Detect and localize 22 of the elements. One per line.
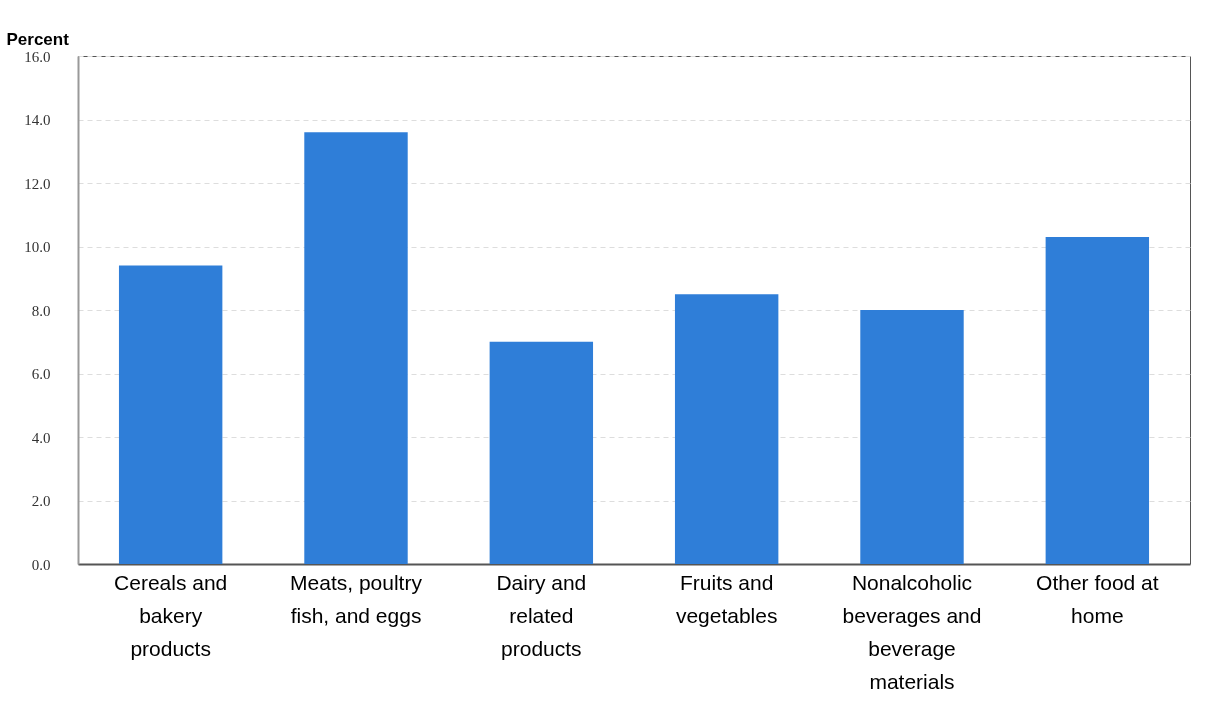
x-tick-label: Meats, poultry fish, and eggs <box>290 570 423 627</box>
y-tick-label: 4.0 <box>31 429 51 446</box>
bar <box>674 294 779 564</box>
x-tick-label: Other food at home <box>1036 570 1159 627</box>
y-tick-label: 8.0 <box>31 302 51 319</box>
x-tick-label: Dairy and related products <box>496 570 587 660</box>
x-tick-label: Cereals and bakery products <box>114 570 228 660</box>
y-tick-label: 0.0 <box>31 556 51 573</box>
x-tick-label: Fruits and vegetables <box>675 570 778 627</box>
y-tick-label: 10.0 <box>24 239 51 255</box>
y-axis-title: Percent <box>6 29 70 49</box>
x-tick-label: Nonalcoholic beverages and beverage materials <box>842 570 982 693</box>
bar <box>860 310 964 564</box>
y-tick-label: 2.0 <box>31 493 51 509</box>
bar <box>118 265 223 564</box>
bar <box>1045 236 1150 564</box>
y-tick-label: 16.0 <box>24 48 51 65</box>
y-tick-label: 12.0 <box>24 175 51 192</box>
y-tick-label: 6.0 <box>31 366 51 382</box>
y-tick-label: 14.0 <box>24 112 51 128</box>
bar <box>304 132 408 564</box>
bar <box>489 341 594 564</box>
